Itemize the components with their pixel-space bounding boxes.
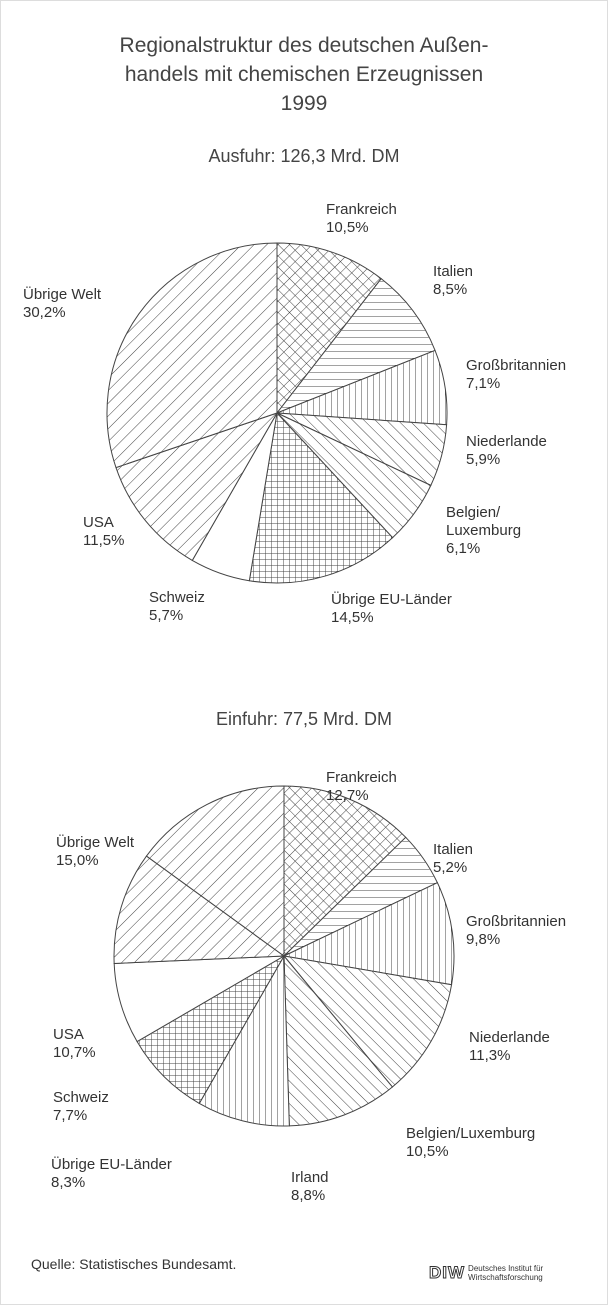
slice-label: Schweiz 7,7% bbox=[53, 1089, 109, 1125]
pie-slice bbox=[275, 277, 436, 415]
slice-label: Übrige EU-Länder 8,3% bbox=[51, 1156, 172, 1192]
value-label: 8,3% bbox=[51, 1174, 86, 1191]
slice-label: Belgien/Luxemburg 10,5% bbox=[406, 1125, 535, 1161]
value-label: 5,2% bbox=[433, 859, 468, 876]
category-label: Übrige EU-Länder bbox=[331, 591, 452, 608]
value-label: 10,5% bbox=[406, 1143, 449, 1160]
logo-mark: DIW bbox=[428, 1263, 466, 1283]
value-label: 10,7% bbox=[53, 1044, 96, 1061]
category-label: USA bbox=[53, 1026, 84, 1043]
value-label: 11,5% bbox=[83, 532, 125, 549]
slice-label: Belgien/ Luxemburg 6,1% bbox=[446, 504, 521, 558]
slice-label: Frankreich 12,7% bbox=[326, 769, 397, 805]
pie-slice bbox=[276, 242, 382, 415]
category-label: Niederlande bbox=[469, 1029, 550, 1046]
category-label: Italien bbox=[433, 841, 474, 858]
category-label: Irland bbox=[291, 1169, 329, 1186]
slice-label: Schweiz 5,7% bbox=[149, 589, 205, 625]
logo-line: Deutsches Institut für bbox=[468, 1264, 544, 1273]
logo: DIW Deutsches Institut für Wirtschaftsfor… bbox=[428, 1263, 543, 1283]
pie-slice bbox=[248, 411, 394, 584]
title-line: 1999 bbox=[280, 92, 328, 115]
category-label: Übrige Welt bbox=[56, 834, 135, 851]
slice-label: Niederlande 11,3% bbox=[469, 1029, 550, 1065]
pie-title: Einfuhr: 77,5 Mrd. DM bbox=[215, 709, 393, 729]
pie-slice bbox=[113, 855, 286, 964]
slice-label: USA 11,5% bbox=[83, 514, 124, 550]
category-label: Belgien/ Luxemburg bbox=[446, 504, 522, 539]
pie-slice bbox=[282, 881, 455, 986]
category-label: Belgien/Luxemburg bbox=[406, 1125, 536, 1142]
slice-label: Großbritannien 7,1% bbox=[466, 357, 566, 393]
value-label: 8,8% bbox=[291, 1187, 326, 1204]
value-label: 5,7% bbox=[149, 607, 184, 624]
pie-slice bbox=[283, 785, 407, 958]
logo-text: Deutsches Institut für Wirtschaftsforschu… bbox=[468, 1264, 543, 1282]
pie-slice bbox=[115, 412, 279, 562]
value-label: 5,9% bbox=[466, 451, 501, 468]
category-label: USA bbox=[83, 514, 114, 531]
value-label: 30,2% bbox=[23, 304, 66, 321]
slice-label: USA 10,7% bbox=[53, 1026, 96, 1062]
value-label: 7,7% bbox=[53, 1107, 88, 1124]
value-label: 15,0% bbox=[56, 852, 99, 869]
category-label: Großbritannien bbox=[466, 357, 567, 374]
pie-slice bbox=[282, 955, 453, 1088]
slice-label: Übrige EU-Länder 14,5% bbox=[331, 591, 452, 627]
pie-slice bbox=[145, 785, 285, 957]
category-label: Großbritannien bbox=[466, 913, 567, 930]
slice-label: Italien 5,2% bbox=[433, 841, 473, 877]
category-label: Frankreich bbox=[326, 201, 397, 218]
category-label: Niederlande bbox=[466, 433, 547, 450]
value-label: 14,5% bbox=[331, 609, 374, 626]
value-label: 7,1% bbox=[466, 375, 501, 392]
slice-label: Italien 8,5% bbox=[433, 263, 473, 299]
value-label: 6,1% bbox=[446, 540, 481, 557]
category-label: Frankreich bbox=[326, 769, 397, 786]
value-label: 8,5% bbox=[433, 281, 468, 298]
value-label: 9,8% bbox=[466, 931, 501, 948]
pie-slice bbox=[283, 954, 394, 1127]
pie-slice bbox=[106, 242, 278, 469]
source: Quelle: Statistisches Bundesamt. bbox=[31, 1256, 237, 1272]
value-label: 10,5% bbox=[326, 219, 369, 236]
value-label: 11,3% bbox=[469, 1047, 511, 1064]
value-label: 12,7% bbox=[326, 787, 369, 804]
slice-label: Niederlande 5,9% bbox=[466, 433, 547, 469]
pie-title: Ausfuhr: 126,3 Mrd. DM bbox=[208, 146, 400, 166]
pie-slice bbox=[198, 954, 290, 1127]
slice-label: Übrige Welt 15,0% bbox=[56, 834, 134, 870]
category-label: Schweiz bbox=[149, 589, 205, 606]
title-line: Regionalstruktur des deutschen Außen- bbox=[119, 34, 489, 57]
title-line: handels mit chemischen Erzeugnissen bbox=[124, 63, 484, 86]
category-label: Übrige Welt bbox=[23, 286, 102, 303]
logo-line: Wirtschaftsforschung bbox=[468, 1273, 543, 1282]
category-label: Übrige EU-Länder bbox=[51, 1156, 172, 1173]
slice-label: Übrige Welt 30,2% bbox=[23, 286, 101, 322]
category-label: Italien bbox=[433, 263, 474, 280]
slice-label: Irland 8,8% bbox=[291, 1169, 329, 1205]
pie-slice bbox=[136, 954, 286, 1105]
category-label: Schweiz bbox=[53, 1089, 109, 1106]
slice-label: Frankreich 10,5% bbox=[326, 201, 397, 237]
slice-label: Großbritannien 9,8% bbox=[466, 913, 566, 949]
